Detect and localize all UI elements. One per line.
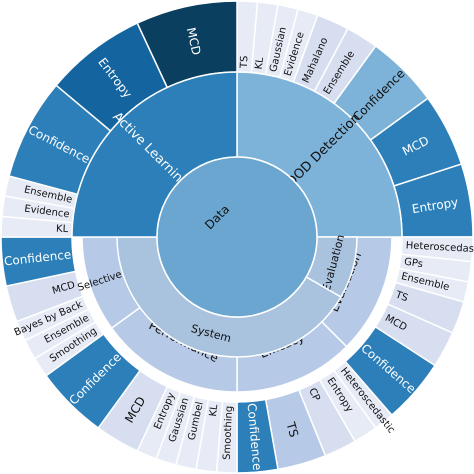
ring1-segment-active-learning[interactable]: Active Learning — [71, 71, 238, 238]
outer-segment-confidence[interactable]: Confidence — [332, 45, 429, 142]
outer-segment-label: MCD — [184, 26, 204, 56]
outer-segment-label: Confidence — [3, 247, 72, 268]
outer-segment-label: GPs — [403, 257, 423, 271]
outer-segment-mcd[interactable]: MCD — [374, 303, 454, 367]
outer-segment-label: Confidence — [245, 403, 265, 471]
outer-segment-label: Smoothing — [222, 406, 235, 460]
outer-segment-entropy[interactable]: Entropy — [55, 22, 169, 132]
outer-segment-label: KL — [254, 56, 267, 70]
outer-segment-kl[interactable]: KL — [195, 398, 224, 473]
outer-segment-mcd[interactable]: MCD — [136, 0, 238, 89]
outer-segment-confidence[interactable]: Confidence — [45, 332, 142, 429]
outer-segment-label: KL — [208, 403, 221, 417]
outer-segment-label: CP — [306, 386, 322, 403]
ring1-segment-ood-detection[interactable]: OOD Detection — [236, 71, 403, 238]
ring1-segment-system[interactable]: System — [116, 236, 342, 358]
outer-segment-gps[interactable]: GPs — [398, 253, 473, 283]
center-disc — [156, 156, 318, 318]
outer-segment-label: Heteroscedastic — [405, 240, 474, 255]
outer-segment-cp[interactable]: CP — [297, 378, 357, 457]
outer-segment-label: TS — [393, 289, 409, 304]
outer-segment-label: TS — [239, 55, 251, 69]
outer-segment-confidence[interactable]: Confidence — [344, 325, 436, 417]
outer-segment-label: KL — [56, 224, 69, 236]
outer-segment-confidence[interactable]: Confidence — [0, 236, 77, 287]
outer-segment-mcd[interactable]: MCD — [97, 369, 169, 452]
outer-segment-label: TS — [283, 420, 301, 439]
